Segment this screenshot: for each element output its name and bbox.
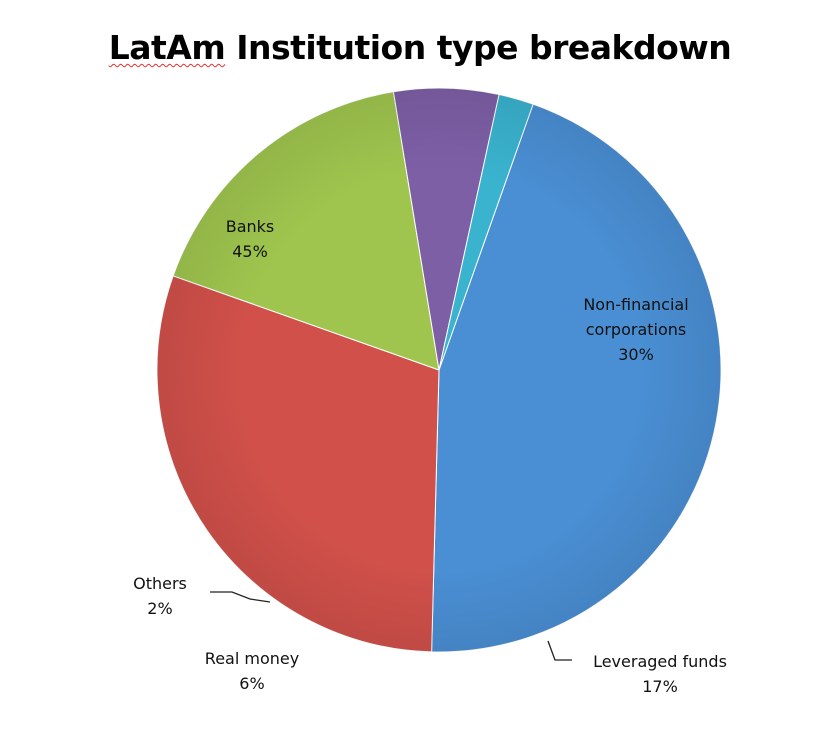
label-value: 17% bbox=[642, 677, 678, 696]
label-value: 30% bbox=[618, 345, 654, 364]
label-value: 6% bbox=[239, 674, 264, 693]
label-name: corporations bbox=[586, 320, 686, 339]
label-value: 45% bbox=[232, 242, 268, 261]
label-name: Non-financial bbox=[583, 295, 688, 314]
label-value: 2% bbox=[147, 599, 172, 618]
label-real-money: Real money 6% bbox=[205, 649, 299, 693]
label-name: Banks bbox=[226, 217, 275, 236]
chart-title: LatAm Institution type breakdown bbox=[0, 28, 840, 67]
label-name: Others bbox=[133, 574, 187, 593]
title-prefix: LatAm bbox=[108, 28, 226, 67]
title-rest: Institution type breakdown bbox=[225, 28, 732, 67]
label-name: Leveraged funds bbox=[593, 652, 727, 671]
label-leveraged-funds: Leveraged funds 17% bbox=[593, 652, 727, 696]
slice-labels: Banks 45% Non-financial corporations 30% Leve… bbox=[133, 217, 727, 696]
leader-others bbox=[210, 591, 271, 603]
label-banks: Banks 45% bbox=[226, 217, 275, 261]
label-name: Real money bbox=[205, 649, 299, 668]
leader-leveraged-funds bbox=[547, 640, 572, 661]
label-non-financial-corporations: Non-financial corporations 30% bbox=[583, 295, 688, 364]
pie-slices bbox=[156, 87, 722, 653]
leader-lines bbox=[210, 591, 572, 661]
label-others: Others 2% bbox=[133, 574, 187, 618]
